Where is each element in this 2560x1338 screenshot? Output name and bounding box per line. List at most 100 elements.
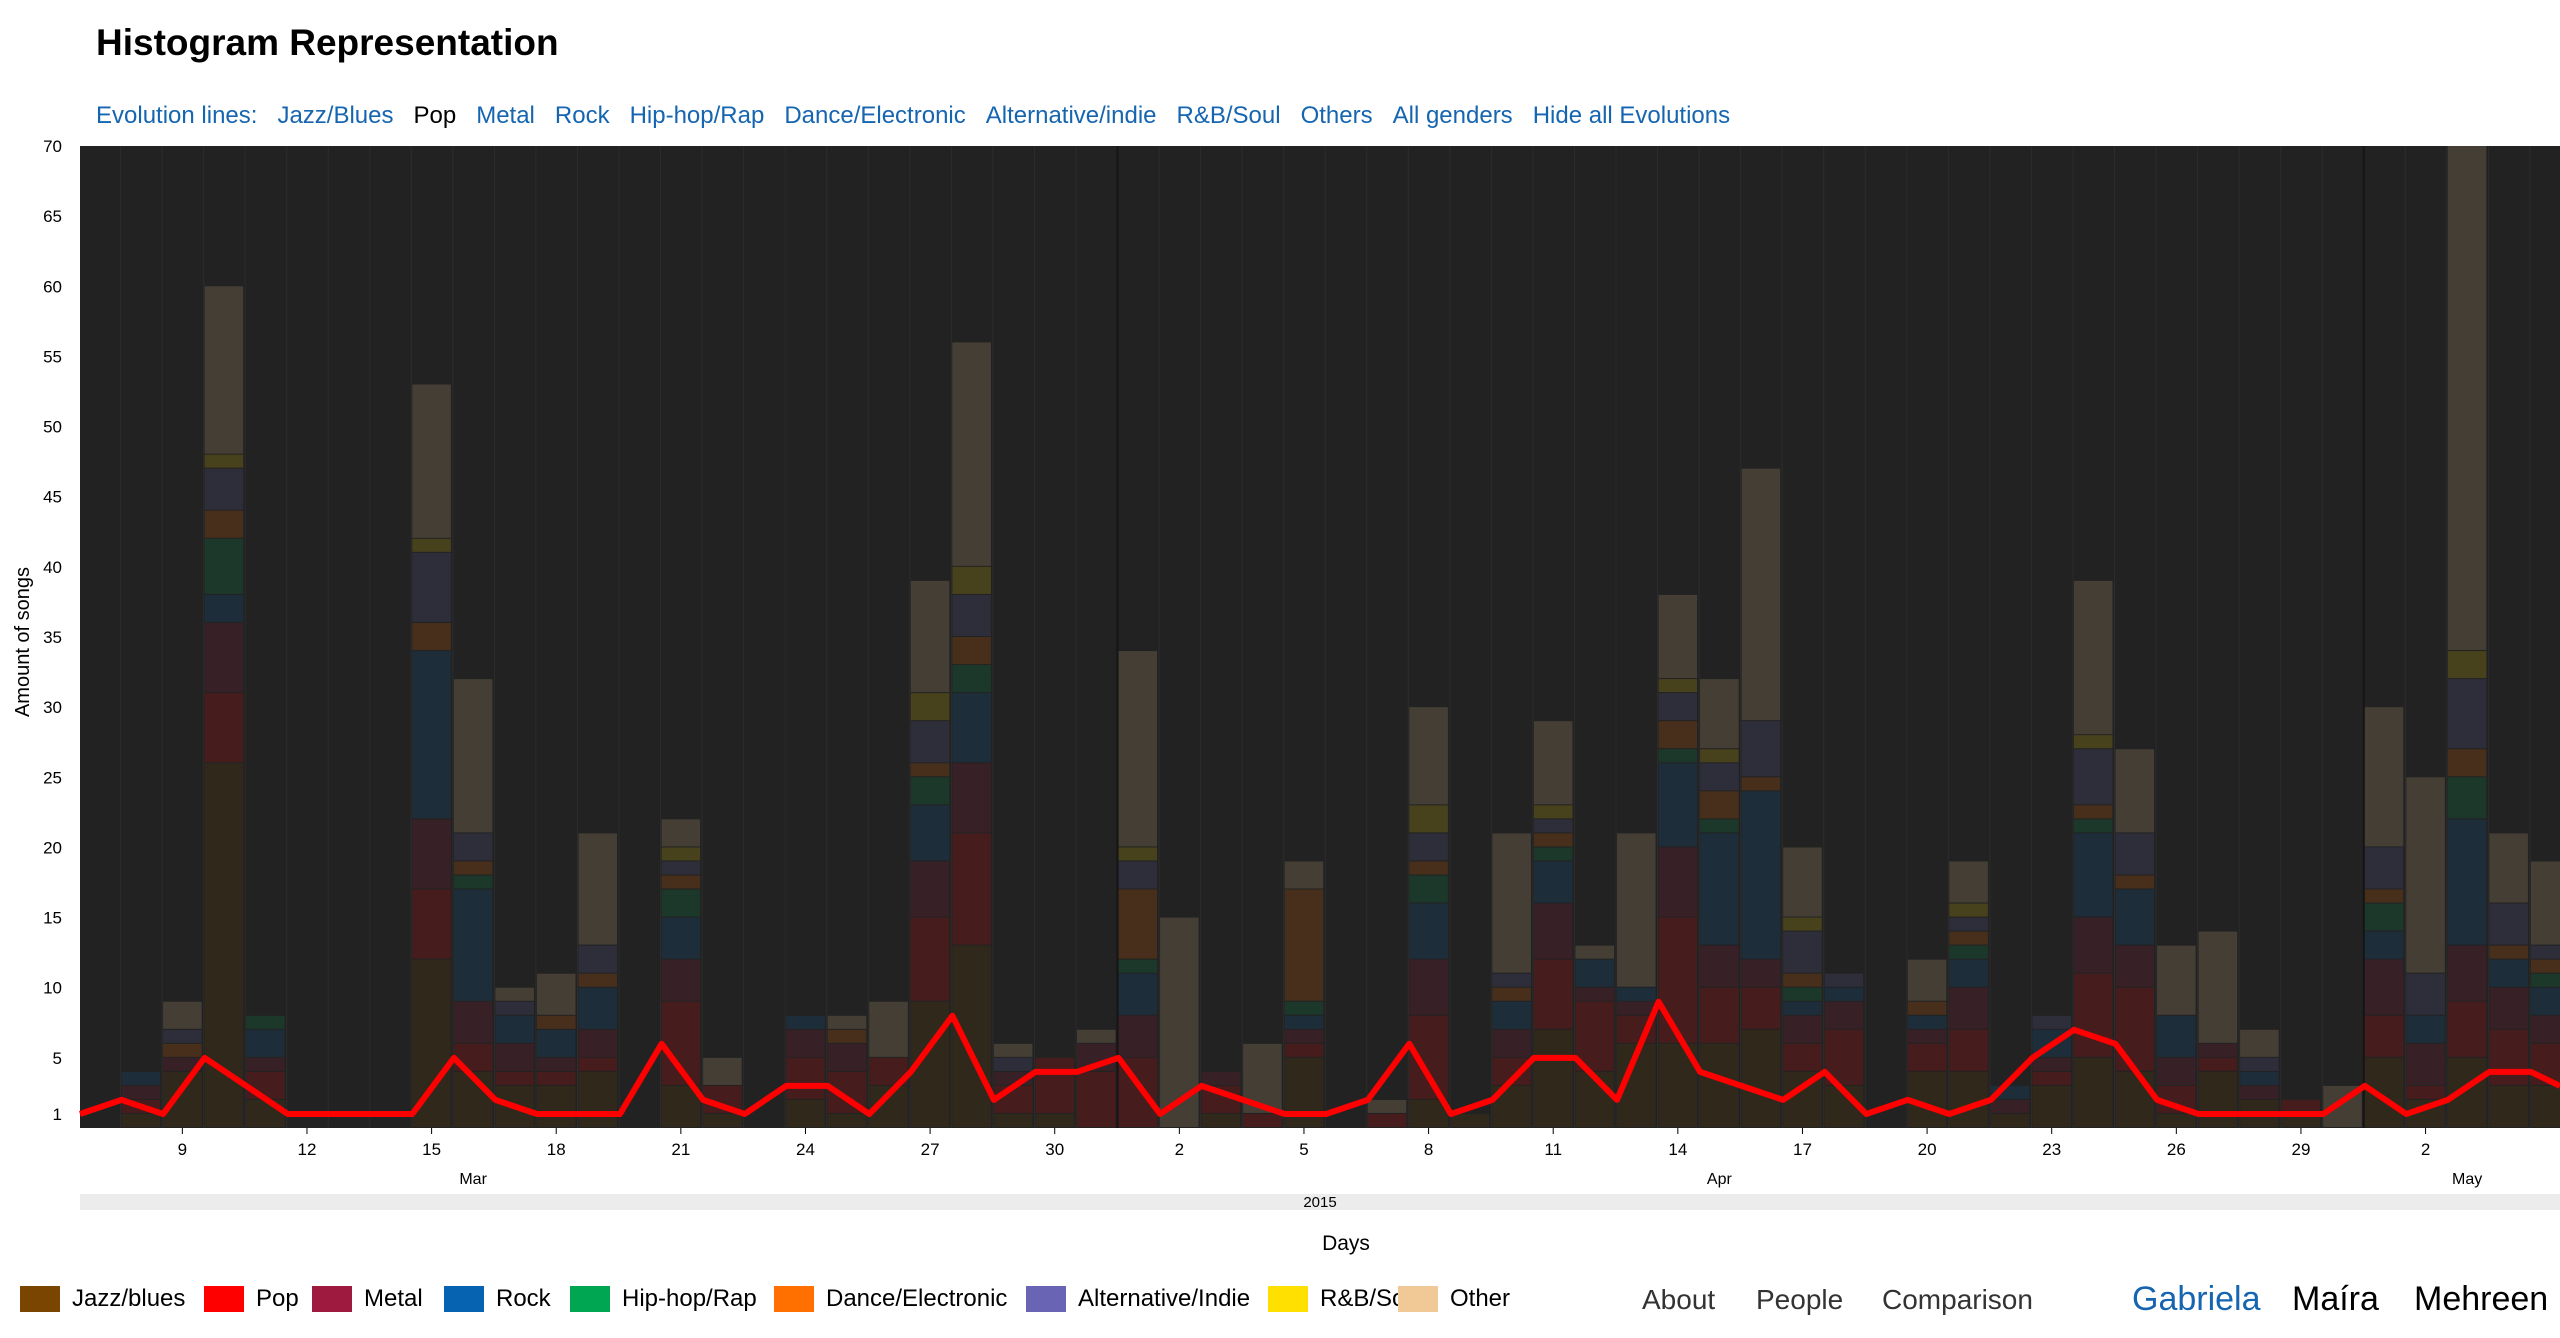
- bar-segment-other: [1533, 721, 1573, 805]
- bar-segment-other: [204, 286, 244, 454]
- bar-segment-metal: [2489, 987, 2528, 1029]
- legend-label: Alternative/Indie: [1078, 1285, 1251, 1312]
- bar-segment-dance-electronic: [1741, 777, 1781, 791]
- bar-segment-rock: [2240, 1071, 2279, 1085]
- bar-segment-jazz-blues: [786, 1099, 825, 1127]
- evolution-link-jazz-blues[interactable]: Jazz/Blues: [277, 102, 394, 129]
- evolution-link-r-b-soul[interactable]: R&B/Soul: [1176, 102, 1281, 129]
- bar-segment-alternative-indie: [1658, 693, 1698, 721]
- bar-segment-jazz-blues: [661, 1085, 701, 1127]
- bar-segment-dance-electronic: [1907, 1001, 1947, 1015]
- bar-segment-pop: [246, 1071, 285, 1099]
- bar-segment-r-b-soul: [952, 566, 991, 594]
- bar-segment-other: [2198, 931, 2238, 1043]
- nav-link-people[interactable]: People: [1756, 1284, 1844, 1315]
- year-label: 2015: [1303, 1194, 1336, 1211]
- bar-segment-r-b-soul: [2447, 651, 2487, 679]
- bar-segment-other: [2364, 707, 2404, 847]
- bar-segment-other: [2157, 945, 2196, 1015]
- bar-segment-dance-electronic: [412, 622, 451, 651]
- bar-segment-dance-electronic: [2364, 889, 2404, 903]
- bar-segment-r-b-soul: [412, 538, 451, 552]
- bar-segment-rock: [1949, 959, 1988, 987]
- bar-segment-metal: [1658, 847, 1698, 917]
- nav-link-comparison[interactable]: Comparison: [1882, 1284, 2033, 1315]
- bar-segment-dance-electronic: [2073, 805, 2113, 819]
- month-label: May: [2452, 1171, 2482, 1188]
- bar-segment-rock: [1700, 833, 1739, 945]
- legend-swatch: [570, 1286, 610, 1312]
- person-link-maira[interactable]: Maíra: [2292, 1280, 2379, 1318]
- bar-segment-other: [1741, 468, 1781, 721]
- evolution-link-metal[interactable]: Metal: [476, 102, 535, 129]
- bar-segment-alternative-indie: [1409, 833, 1448, 861]
- evolution-link-pop[interactable]: Pop: [413, 102, 457, 129]
- bar-segment-alternative-indie: [2489, 903, 2528, 945]
- bar-segment-alternative-indie: [495, 1001, 534, 1015]
- bar-segment-rock: [1575, 959, 1615, 987]
- bar-segment-metal: [2447, 945, 2487, 1001]
- bar-segment-jazz-blues: [1035, 1113, 1074, 1127]
- bar-segment-rock: [2489, 959, 2528, 987]
- bar-segment-other: [1949, 861, 1988, 903]
- legend-item-jazz-blues: Jazz/blues: [20, 1285, 185, 1313]
- bar-segment-jazz-blues: [2115, 1071, 2155, 1127]
- x-tick-label: 18: [547, 1140, 566, 1159]
- bar-segment-jazz-blues: [703, 1113, 742, 1127]
- x-tick-label: 30: [1045, 1140, 1064, 1159]
- evolution-lines-label: Evolution lines:: [96, 102, 258, 129]
- evolution-link-hip-hop-rap[interactable]: Hip-hop/Rap: [629, 102, 765, 129]
- bar-segment-rock: [1658, 763, 1698, 847]
- x-tick-label: 27: [921, 1140, 940, 1159]
- person-link-gabriela[interactable]: Gabriela: [2132, 1280, 2261, 1318]
- bar-segment-metal: [1700, 945, 1739, 987]
- bar-segment-metal: [827, 1043, 867, 1071]
- y-tick-label: 55: [43, 347, 62, 366]
- x-tick-label: 26: [2167, 1140, 2186, 1159]
- legend-item-rock: Rock: [444, 1285, 551, 1313]
- legend-item-dance-electronic: Dance/Electronic: [774, 1285, 1007, 1313]
- bar-segment-other: [827, 1015, 867, 1029]
- bar-segment-metal: [1201, 1071, 1241, 1085]
- bar-segment-pop: [1367, 1113, 1407, 1127]
- evolution-link-all-genders[interactable]: All genders: [1392, 102, 1513, 129]
- bar-segment-jazz-blues: [121, 1113, 161, 1127]
- evolution-link-dance-electronic[interactable]: Dance/Electronic: [784, 102, 966, 129]
- bar-segment-alternative-indie: [1824, 973, 1864, 987]
- person-link-mehreen[interactable]: Mehreen: [2414, 1280, 2549, 1318]
- bar-segment-pop: [2489, 1029, 2528, 1085]
- month-label: Apr: [1707, 1171, 1733, 1188]
- evolution-link-alternative-indie[interactable]: Alternative/indie: [985, 102, 1157, 129]
- bar-segment-dance-electronic: [1409, 861, 1448, 875]
- evolution-link-hide-all-evolutions[interactable]: Hide all Evolutions: [1532, 102, 1731, 129]
- bar-segment-alternative-indie: [2240, 1057, 2279, 1071]
- bar-segment-other: [1367, 1099, 1407, 1113]
- bar-segment-metal: [910, 861, 950, 917]
- bar-segment-jazz-blues: [2489, 1085, 2528, 1127]
- year-strip: [80, 1194, 2560, 1210]
- legend-item-other: Other: [1398, 1285, 1510, 1313]
- legend-item-metal: Metal: [312, 1285, 423, 1313]
- bar-segment-jazz-blues: [246, 1099, 285, 1127]
- bar-segment-metal: [1533, 903, 1573, 959]
- bar-segment-alternative-indie: [1118, 861, 1158, 889]
- evolution-link-rock[interactable]: Rock: [554, 102, 610, 129]
- legend-label: Pop: [256, 1285, 299, 1312]
- legend-swatch: [1026, 1286, 1066, 1312]
- bar-segment-pop: [1907, 1043, 1947, 1071]
- y-tick-label: 25: [43, 768, 62, 787]
- evolution-link-others[interactable]: Others: [1300, 102, 1373, 129]
- bar-segment-rock: [2447, 819, 2487, 945]
- bar-segment-hip-hop-rap: [1700, 819, 1739, 833]
- bar-segment-r-b-soul: [2073, 735, 2113, 749]
- bottom-bar: Jazz/blues Pop Metal Rock Hip-hop/Rap Dance/E…: [0, 1270, 2560, 1330]
- legend-swatch: [774, 1286, 814, 1312]
- bar-segment-other: [453, 679, 493, 833]
- bar-segment-alternative-indie: [2530, 945, 2560, 959]
- bar-segment-other: [703, 1057, 742, 1085]
- bar-segment-other: [163, 1001, 202, 1029]
- bar-segment-dance-electronic: [910, 763, 950, 777]
- y-axis-label: Amount of songs: [12, 567, 34, 717]
- nav-link-about[interactable]: About: [1642, 1284, 1716, 1315]
